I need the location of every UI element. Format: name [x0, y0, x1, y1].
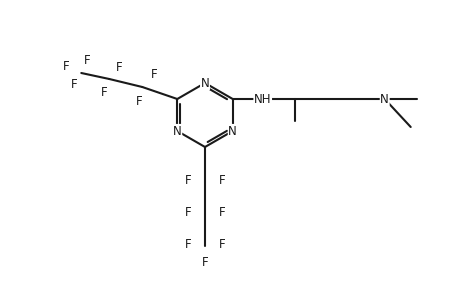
Text: F: F	[84, 53, 90, 67]
Text: F: F	[136, 94, 142, 107]
Text: N: N	[228, 124, 236, 137]
Text: N: N	[380, 92, 388, 106]
Text: F: F	[101, 85, 107, 98]
Text: F: F	[116, 61, 123, 74]
Text: F: F	[151, 68, 157, 80]
Text: N: N	[173, 124, 181, 137]
Text: F: F	[201, 256, 208, 269]
Text: F: F	[184, 238, 191, 251]
Text: NH: NH	[253, 92, 271, 106]
Text: F: F	[218, 238, 225, 251]
Text: F: F	[63, 59, 69, 73]
Text: F: F	[184, 175, 191, 188]
Text: F: F	[218, 206, 225, 220]
Text: F: F	[218, 175, 225, 188]
Text: F: F	[184, 206, 191, 220]
Text: F: F	[71, 77, 78, 91]
Text: N: N	[200, 76, 209, 89]
